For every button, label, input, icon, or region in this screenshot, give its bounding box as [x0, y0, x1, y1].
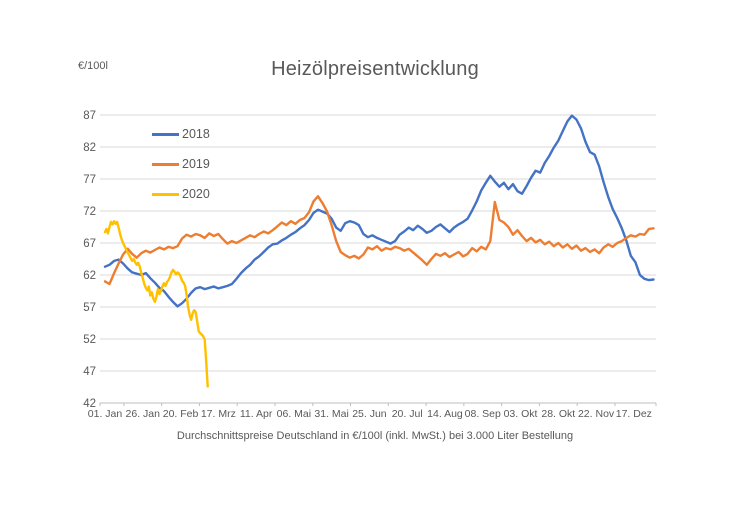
y-tick-label: 82	[83, 142, 96, 154]
x-tick-label: 14. Aug	[427, 408, 463, 420]
x-tick-label: 22. Nov	[578, 408, 615, 420]
gridlines	[100, 114, 656, 372]
chart-caption: Durchschnittspreise Deutschland in €/100…	[176, 430, 574, 442]
legend-label-2020: 2020	[182, 187, 210, 201]
x-tick-label: 06. Mai	[277, 408, 311, 420]
legend-item-2018: 2018	[152, 119, 210, 149]
chart-legend: 2018 2019 2020	[152, 119, 210, 209]
x-tick-label: 20. Jul	[392, 408, 423, 420]
x-tick-labels: 01. Jan 26. Jan 20. Feb 17. Mrz 11. Apr 06. M…	[88, 408, 652, 420]
y-tick-label: 52	[83, 334, 96, 346]
y-tick-label: 62	[83, 270, 96, 282]
legend-line-swatch-2018	[152, 132, 179, 136]
x-tick-label: 26. Jan	[126, 408, 161, 420]
y-tick-label: 77	[83, 174, 96, 186]
legend-label-2019: 2019	[182, 157, 210, 171]
x-axis	[99, 402, 657, 406]
legend-item-2019: 2019	[152, 149, 210, 179]
series-lines	[103, 114, 655, 388]
x-tick-label: 20. Feb	[163, 408, 199, 420]
y-axis-unit-label: €/100l	[78, 60, 108, 72]
x-tick-label: 25. Jun	[352, 408, 387, 420]
legend-label-2018: 2018	[182, 127, 210, 141]
chart-title: Heizölpreisentwicklung	[271, 58, 479, 80]
y-tick-labels: 42 47 52 57 62 67 72 77 82 87	[83, 110, 96, 410]
x-tick-label: 11. Apr	[240, 408, 273, 420]
y-tick-label: 57	[83, 302, 96, 314]
x-tick-label: 08. Sep	[465, 408, 501, 420]
y-tick-label: 67	[83, 238, 96, 250]
y-tick-label: 47	[83, 366, 96, 378]
legend-line-swatch-2019	[152, 162, 179, 166]
x-tick-label: 28. Okt	[541, 408, 575, 420]
x-tick-label: 17. Dez	[616, 408, 652, 420]
series-line-2019	[103, 195, 655, 286]
y-tick-label: 87	[83, 110, 96, 122]
series-line-2018	[103, 114, 655, 308]
x-tick-label: 03. Okt	[504, 408, 538, 420]
series-line-2020	[103, 219, 209, 388]
legend-line-swatch-2020	[152, 192, 179, 196]
y-tick-label: 42	[83, 398, 96, 410]
y-tick-label: 72	[83, 206, 96, 218]
x-tick-label: 01. Jan	[88, 408, 123, 420]
x-tick-label: 17. Mrz	[201, 408, 236, 420]
x-tick-label: 31. Mai	[314, 408, 348, 420]
legend-item-2020: 2020	[152, 179, 210, 209]
